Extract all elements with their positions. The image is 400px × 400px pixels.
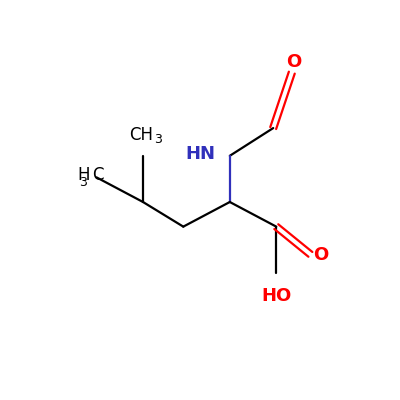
Text: HN: HN xyxy=(186,145,216,163)
Text: CH: CH xyxy=(130,126,154,144)
Text: O: O xyxy=(314,246,329,264)
Text: C: C xyxy=(92,166,103,184)
Text: 3: 3 xyxy=(154,133,162,146)
Text: HO: HO xyxy=(261,287,292,305)
Text: H: H xyxy=(77,166,90,184)
Text: 3: 3 xyxy=(80,176,88,190)
Text: O: O xyxy=(286,53,301,71)
